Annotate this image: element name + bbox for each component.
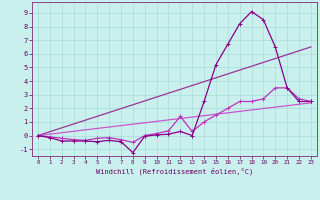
X-axis label: Windchill (Refroidissement éolien,°C): Windchill (Refroidissement éolien,°C) <box>96 168 253 175</box>
